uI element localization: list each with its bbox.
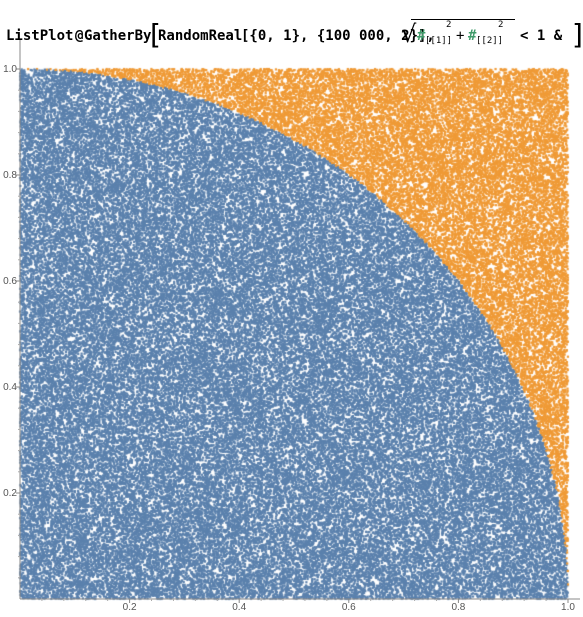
y-tick-label: 0.8 (3, 170, 17, 181)
y-tick-label: 0.2 (3, 488, 17, 499)
x-tick-label: 0.4 (232, 602, 246, 613)
randomreal-arguments: [{0, 1}, {100 000, 2}], (241, 28, 435, 44)
plot-axes (19, 40, 580, 600)
randomreal-function: RandomReal (158, 28, 243, 44)
comparison-tail: < 1 & (520, 28, 563, 44)
prefix-operator: @ (75, 28, 84, 44)
y-tick-label: 1.0 (3, 64, 17, 75)
open-bracket-icon: [ (150, 18, 161, 51)
slot-variable-2: # (468, 28, 477, 44)
exponent-1: 2 (446, 20, 452, 30)
part-index-2: [[2]] (476, 36, 504, 46)
x-tick-label: 0.6 (342, 602, 356, 613)
close-bracket-icon: ] (572, 18, 583, 51)
x-tick-label: 1.0 (561, 602, 575, 613)
x-tick-label: 0.2 (123, 602, 137, 613)
slot-variable-1: # (417, 28, 426, 44)
listplot-function: ListPlot (6, 28, 74, 44)
gatherby-function: GatherBy (84, 28, 152, 44)
exponent-2: 2 (498, 20, 504, 30)
y-axis-ticks: 0.2 0.4 0.6 0.8 1.0 (3, 64, 20, 579)
sqrt-radical-icon: √ (401, 20, 417, 48)
plus-operator: + (456, 28, 465, 44)
y-tick-label: 0.4 (3, 382, 17, 393)
input-cell[interactable]: ListPlot @ GatherBy [ RandomReal [{0, 1}… (6, 14, 583, 58)
x-tick-label: 0.8 (451, 602, 465, 613)
sqrt-overbar (411, 19, 515, 20)
x-axis-ticks: 0.2 0.4 0.6 0.8 1.0 (41, 599, 575, 613)
part-index-1: [[1]] (425, 36, 453, 46)
y-tick-label: 0.6 (3, 276, 17, 287)
scatter-points (18, 67, 570, 601)
